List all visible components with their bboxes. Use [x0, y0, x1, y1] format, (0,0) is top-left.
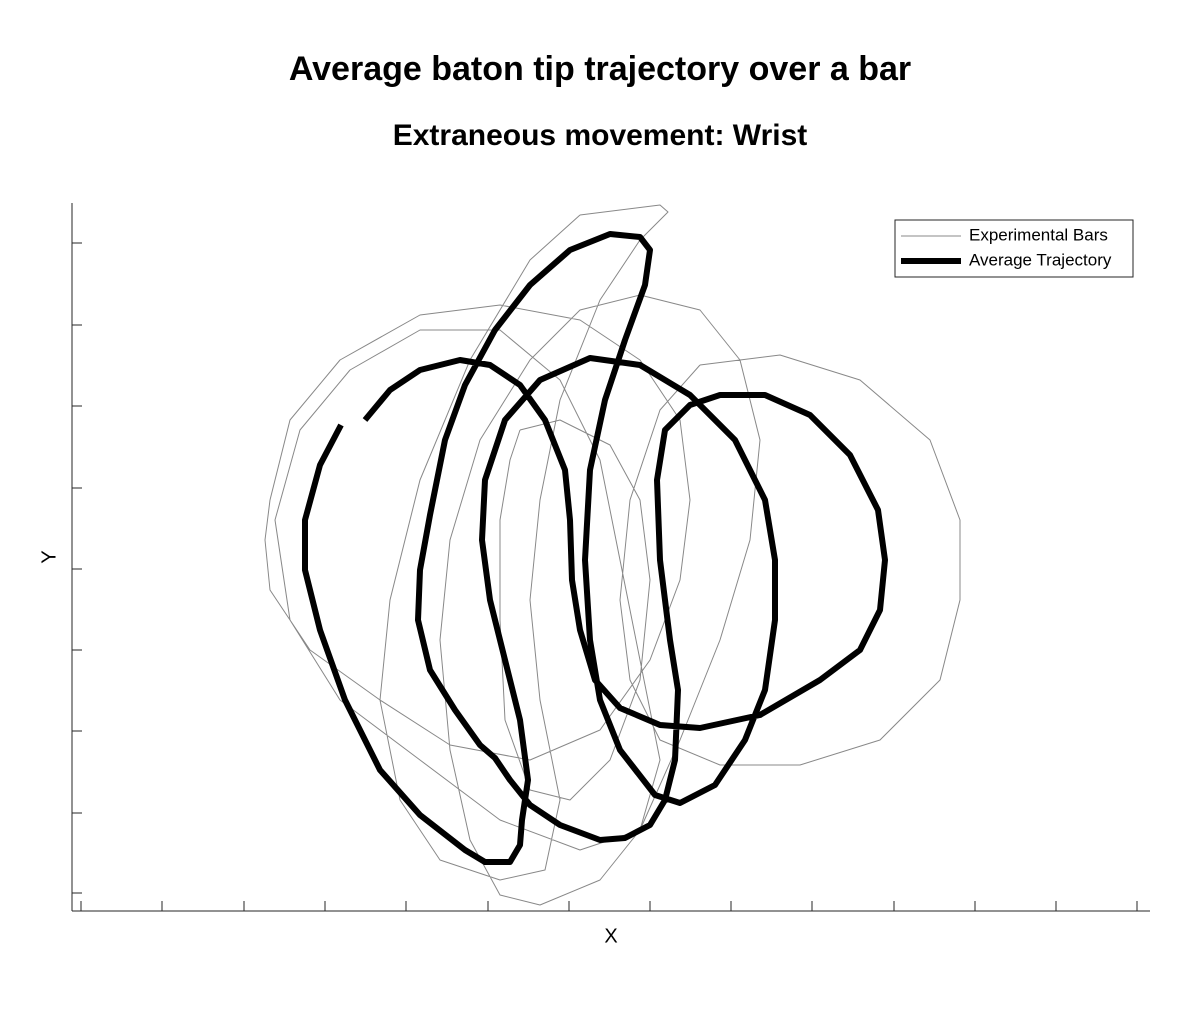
x-axis-label: X [604, 925, 617, 947]
trajectory-line [302, 231, 888, 865]
y-axis-label: Y [38, 550, 60, 563]
legend-label: Average Trajectory [969, 250, 1112, 269]
legend-label: Experimental Bars [969, 225, 1108, 244]
legend: Experimental Bars Average Trajectory [894, 219, 1134, 278]
chart-subtitle: Extraneous movement: Wrist [393, 119, 808, 152]
legend-box [894, 219, 1134, 278]
trajectory-line [264, 204, 961, 906]
chart-title: Average baton tip trajectory over a bar [289, 50, 911, 88]
